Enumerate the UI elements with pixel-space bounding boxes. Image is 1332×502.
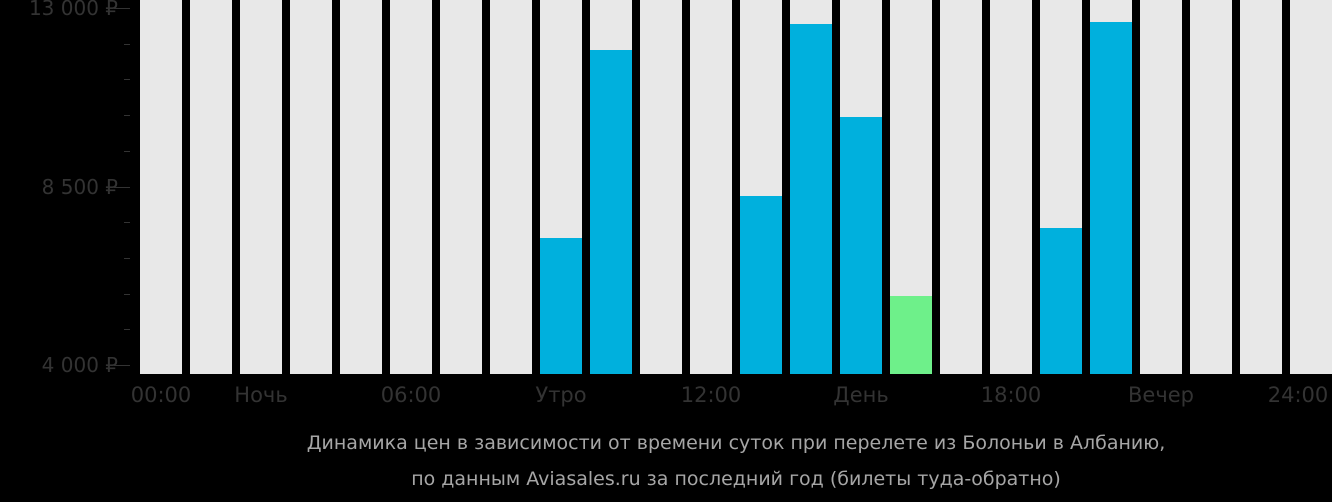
bar-slot-hour-13[interactable]: [790, 0, 832, 374]
y-minor-tick: [124, 151, 130, 152]
bar-slot-hour-16: [940, 0, 982, 374]
bar-slot-hour-8[interactable]: [540, 0, 582, 374]
y-tick-label: 13 000 ₽: [28, 0, 118, 20]
y-minor-tick: [124, 115, 130, 116]
bar-slot-hour-9[interactable]: [590, 0, 632, 374]
price-bar[interactable]: [1090, 22, 1132, 374]
price-bar[interactable]: [840, 117, 882, 374]
bar-slot-hour-19[interactable]: [1090, 0, 1132, 374]
bar-slot-hour-6: [440, 0, 482, 374]
cheapest-price-bar[interactable]: [890, 296, 932, 374]
y-minor-tick: [124, 79, 130, 80]
y-tick: [114, 365, 130, 366]
price-bar[interactable]: [740, 196, 782, 374]
price-bar[interactable]: [790, 24, 832, 374]
y-minor-tick: [124, 294, 130, 295]
bar-slot-hour-11: [690, 0, 732, 374]
bar-slot-hour-4: [340, 0, 382, 374]
bar-slot-hour-1: [190, 0, 232, 374]
price-bar[interactable]: [590, 50, 632, 374]
x-tick-label: 18:00: [980, 383, 1042, 407]
chart-caption-line1: Динамика цен в зависимости от времени су…: [306, 432, 1166, 454]
y-tick-label: 8 500 ₽: [41, 175, 118, 199]
y-tick: [114, 187, 130, 188]
price-bar[interactable]: [1040, 228, 1082, 374]
x-tick-label: 00:00: [130, 383, 192, 407]
bar-slot-hour-20: [1140, 0, 1182, 374]
bar-slot-hour-2: [240, 0, 282, 374]
bar-slot-hour-5: [390, 0, 432, 374]
y-tick-label: 4 000 ₽: [41, 353, 118, 377]
y-minor-tick: [124, 329, 130, 330]
y-minor-tick: [124, 44, 130, 45]
x-tick-label: День: [833, 383, 889, 407]
price-bar[interactable]: [540, 238, 582, 374]
bar-slot-hour-18[interactable]: [1040, 0, 1082, 374]
bar-slot-hour-0: [140, 0, 182, 374]
x-tick-label: 12:00: [680, 383, 742, 407]
bar-slot-hour-17: [990, 0, 1032, 374]
bar-slot-hour-14[interactable]: [840, 0, 882, 374]
bar-slot-hour-23: [1290, 0, 1332, 374]
y-minor-tick: [124, 258, 130, 259]
bar-slot-hour-7: [490, 0, 532, 374]
bar-slot-hour-3: [290, 0, 332, 374]
x-tick-label: 24:00: [1267, 383, 1329, 407]
x-tick-label: Утро: [535, 383, 587, 407]
chart-caption-line2: по данным Aviasales.ru за последний год …: [411, 468, 1061, 490]
y-minor-tick: [124, 222, 130, 223]
bar-slot-hour-22: [1240, 0, 1282, 374]
x-tick-label: 06:00: [380, 383, 442, 407]
y-tick: [114, 8, 130, 9]
bar-slot-hour-12[interactable]: [740, 0, 782, 374]
bar-slot-hour-10: [640, 0, 682, 374]
bar-slot-hour-21: [1190, 0, 1232, 374]
bar-slot-hour-15[interactable]: [890, 0, 932, 374]
x-tick-label: Вечер: [1128, 383, 1194, 407]
x-tick-label: Ночь: [234, 383, 288, 407]
